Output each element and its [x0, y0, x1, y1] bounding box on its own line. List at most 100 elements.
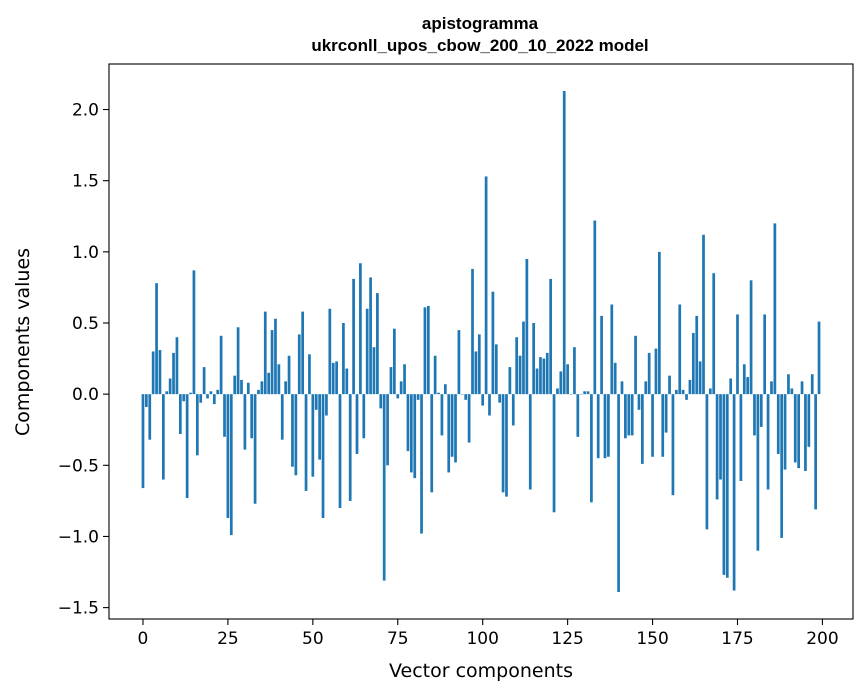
y-tick-label: 1.0	[72, 243, 99, 263]
bar-component-119	[545, 352, 549, 395]
bar-component-155	[668, 375, 671, 395]
bar-component-146	[637, 394, 641, 410]
bar-component-162	[691, 332, 695, 395]
bar-component-150	[651, 394, 654, 457]
bar-component-8	[168, 378, 172, 395]
bar-component-118	[542, 358, 546, 395]
bar-component-151	[654, 348, 658, 395]
bar-component-147	[641, 394, 644, 464]
bar-component-145	[634, 335, 637, 395]
bar-component-92	[454, 394, 457, 463]
bar-component-49	[308, 354, 311, 395]
bar-component-111	[518, 355, 522, 395]
bar-component-7	[165, 391, 169, 395]
bar-component-168	[712, 273, 716, 395]
bar-component-10	[175, 337, 179, 395]
bar-component-57	[335, 361, 338, 395]
bar-component-70	[379, 394, 383, 409]
bar-component-19	[206, 394, 209, 399]
bar-component-45	[294, 394, 298, 476]
bar-component-38	[270, 330, 274, 395]
bar-component-106	[501, 394, 505, 493]
bar-component-56	[331, 362, 335, 395]
bar-component-73	[389, 367, 393, 395]
bar-component-96	[467, 394, 471, 443]
bar-component-148	[644, 381, 648, 395]
bar-component-130	[583, 391, 586, 395]
bar-component-141	[620, 381, 624, 395]
bar-component-81	[416, 394, 420, 400]
bar-component-55	[328, 308, 332, 395]
bar-component-1	[145, 394, 148, 407]
bar-component-161	[688, 379, 692, 395]
bar-component-65	[362, 394, 366, 439]
bar-component-39	[274, 318, 277, 395]
bar-component-104	[494, 344, 498, 395]
bar-component-13	[185, 394, 189, 499]
y-tick-label: 0.5	[72, 314, 99, 334]
bar-component-172	[725, 394, 729, 578]
bar-component-131	[586, 391, 590, 395]
bar-component-142	[624, 394, 627, 439]
bar-component-5	[158, 350, 162, 395]
bar-component-184	[766, 394, 770, 490]
y-tick-label: 2.0	[72, 101, 99, 121]
bar-component-143	[627, 394, 631, 436]
bar-component-79	[409, 394, 413, 473]
bar-component-86	[433, 355, 437, 395]
y-tick-label: 1.5	[72, 172, 99, 192]
bar-component-15	[192, 270, 196, 395]
bar-component-191	[790, 388, 794, 395]
bar-component-176	[739, 394, 743, 481]
bar-component-113	[525, 258, 529, 395]
bar-component-139	[613, 362, 617, 395]
bar-component-156	[671, 394, 675, 496]
bar-component-47	[301, 311, 305, 395]
x-tick-label: 25	[217, 629, 239, 649]
bar-component-0	[141, 394, 145, 489]
bar-component-125	[566, 364, 569, 395]
bar-component-194	[800, 381, 804, 395]
bar-component-88	[440, 394, 444, 436]
bar-component-12	[182, 394, 186, 402]
bar-component-44	[291, 394, 294, 467]
x-tick-label: 200	[806, 629, 838, 649]
bar-component-46	[297, 334, 301, 395]
bar-component-115	[532, 323, 536, 395]
bar-component-122	[556, 388, 559, 395]
bar-component-30	[243, 394, 247, 450]
bar-component-34	[257, 389, 260, 395]
bar-component-136	[603, 394, 607, 459]
bar-component-74	[393, 328, 396, 395]
bar-component-69	[376, 293, 379, 395]
bar-component-182	[759, 394, 763, 427]
bar-component-87	[437, 392, 440, 395]
y-tick-label: −1.5	[58, 599, 99, 619]
bar-component-33	[253, 394, 257, 504]
bar-component-54	[325, 394, 328, 416]
bar-component-103	[491, 291, 495, 395]
bar-component-98	[474, 351, 478, 395]
plot-frame	[108, 63, 854, 620]
bar-component-157	[674, 389, 678, 395]
bar-component-11	[178, 394, 182, 434]
bar-component-9	[172, 352, 175, 395]
bar-component-132	[590, 394, 593, 503]
bar-component-40	[277, 364, 281, 395]
bar-component-198	[814, 394, 817, 510]
bar-component-48	[304, 394, 308, 491]
x-tick-label: 175	[721, 629, 753, 649]
bar-component-50	[311, 394, 315, 477]
bar-component-59	[342, 323, 345, 395]
bar-component-83	[423, 307, 427, 395]
bar-component-77	[403, 364, 406, 395]
bar-component-27	[233, 375, 237, 395]
bar-component-99	[477, 334, 481, 395]
bar-component-138	[610, 304, 614, 395]
x-tick-label: 50	[302, 629, 324, 649]
x-tick-label: 150	[636, 629, 668, 649]
bar-component-133	[593, 220, 597, 395]
bar-component-197	[810, 374, 814, 395]
bar-component-24	[223, 394, 226, 437]
bar-component-42	[284, 381, 288, 395]
